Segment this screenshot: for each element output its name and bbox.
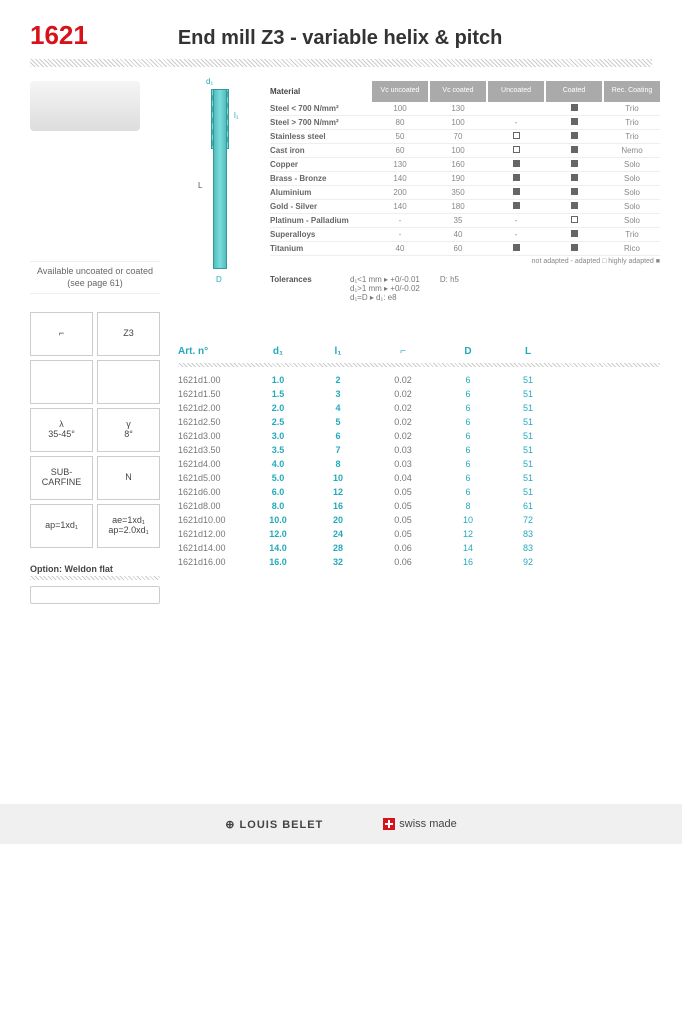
spec-row: 1621d16.0016.0320.061692 [178,555,660,569]
adaptation-legend: not adapted - adapted □ highly adapted ■ [270,258,660,265]
brand-logo: ⊕ LOUIS BELET [225,818,323,831]
swiss-made: swiss made [383,818,456,830]
spec-row: 1621d1.001.020.02651 [178,373,660,387]
tol-lines: d₁<1 mm ▸ +0/-0.01 d₁>1 mm ▸ +0/-0.02 d₁… [350,275,420,302]
spec-badge: N [97,456,160,500]
tool-photo [30,81,140,131]
spec-row: 1621d4.004.080.03651 [178,457,660,471]
footer: ⊕ LOUIS BELET swiss made [0,804,682,844]
col-vc-coated: Vc coated [430,81,486,102]
spec-badge: λ35-45° [30,408,93,452]
divider [178,363,660,367]
spec-row: 1621d1.501.530.02651 [178,387,660,401]
tol-1: d₁<1 mm ▸ +0/-0.01 [350,275,420,284]
spec-badge [97,360,160,404]
material-row: Platinum - Palladium-35-Solo [270,214,660,228]
col-corner: ⌐ [368,346,438,357]
material-header: Material Vc uncoated Vc coated Uncoated … [270,81,660,102]
badge-grid: ⌐Z3 λ35-45°γ8°SUB-CARFINENap=1xd₁ae=1xd₁a… [30,312,160,548]
material-label: Material [270,81,370,102]
material-row: Brass - Bronze140190Solo [270,172,660,186]
col-L: L [498,346,558,357]
col-vc-uncoated: Vc uncoated [372,81,428,102]
tol-3: d₁=D ▸ d₁: e8 [350,293,420,302]
dim-L: L [198,181,202,190]
spec-row: 1621d3.003.060.02651 [178,429,660,443]
col-rec-coating: Rec. Coating [604,81,660,102]
col-art: Art. n° [178,346,248,357]
col-coated: Coated [546,81,602,102]
tol-4: D: h5 [440,275,459,302]
option-label: Option: Weldon flat [30,564,160,574]
spec-row: 1621d8.008.0160.05861 [178,499,660,513]
spec-header: Art. n° d₁ l₁ ⌐ D L [178,342,660,361]
spec-row: 1621d2.002.040.02651 [178,401,660,415]
material-row: Steel < 700 N/mm²100130Trio [270,102,660,116]
spec-badge [30,360,93,404]
dimension-diagram: d₁ l₁ L D [178,81,258,281]
material-row: Steel > 700 N/mm²80100-Trio [270,116,660,130]
spec-badge: Z3 [97,312,160,356]
tol-2: d₁>1 mm ▸ +0/-0.02 [350,284,420,293]
material-row: Aluminium200350Solo [270,186,660,200]
spec-row: 1621d3.503.570.03651 [178,443,660,457]
availability-note: Available uncoated or coated (see page 6… [30,261,160,294]
material-row: Cast iron60100Nemo [270,144,660,158]
material-row: Copper130160Solo [270,158,660,172]
divider [30,59,652,67]
spec-row: 1621d2.502.550.02651 [178,415,660,429]
col-D: D [438,346,498,357]
material-row: Stainless steel5070Trio [270,130,660,144]
product-title: End mill Z3 - variable helix & pitch [178,27,503,50]
spec-row: 1621d10.0010.0200.051072 [178,513,660,527]
spec-row: 1621d12.0012.0240.051283 [178,527,660,541]
col-d1: d₁ [248,346,308,357]
dim-D: D [216,275,222,284]
tolerances-label: Tolerances [270,275,330,302]
col-uncoated: Uncoated [488,81,544,102]
col-l1: l₁ [308,346,368,357]
dim-d1: d₁ [206,77,213,86]
tolerances: Tolerances d₁<1 mm ▸ +0/-0.01 d₁>1 mm ▸ … [270,275,660,302]
spec-badge: γ8° [97,408,160,452]
spec-badge: ae=1xd₁ap=2.0xd₁ [97,504,160,548]
spec-row: 1621d14.0014.0280.061483 [178,541,660,555]
spec-badge: ap=1xd₁ [30,504,93,548]
spec-badge: ⌐ [30,312,93,356]
option-diagram [30,586,160,604]
product-code: 1621 [30,20,88,51]
spec-row: 1621d5.005.0100.04651 [178,471,660,485]
spec-badge: SUB-CARFINE [30,456,93,500]
divider [30,576,160,580]
dim-l1: l₁ [234,111,238,120]
material-row: Superalloys-40-Trio [270,228,660,242]
material-row: Titanium4060Rico [270,242,660,256]
spec-row: 1621d6.006.0120.05651 [178,485,660,499]
material-row: Gold - Silver140180Solo [270,200,660,214]
